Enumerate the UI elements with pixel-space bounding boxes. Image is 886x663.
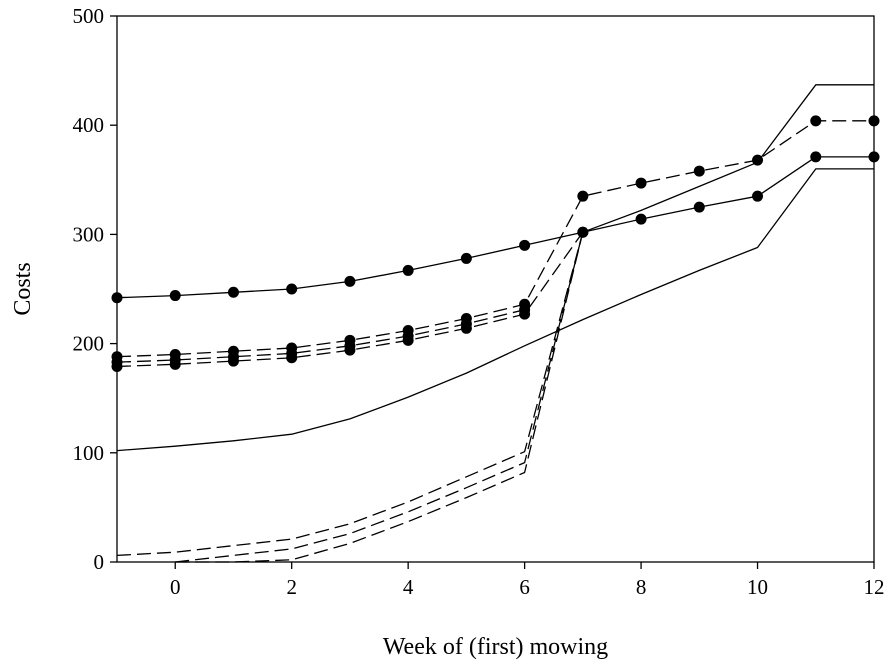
- series-line: [582, 84, 874, 233]
- data-point: [693, 165, 705, 177]
- series-7: [116, 232, 584, 557]
- series-line: [116, 120, 874, 358]
- data-point: [111, 292, 123, 304]
- data-point: [169, 358, 181, 370]
- data-point: [402, 334, 414, 346]
- y-tick-label: 100: [73, 441, 105, 465]
- data-point: [227, 355, 239, 367]
- series-line: [116, 309, 525, 363]
- data-point: [635, 177, 647, 189]
- y-tick-label: 0: [94, 550, 105, 574]
- data-point: [344, 275, 356, 287]
- series-line: [175, 232, 584, 563]
- data-point: [460, 252, 472, 264]
- series-layer: [111, 84, 880, 563]
- data-point: [868, 115, 880, 127]
- plot-area: [116, 15, 875, 563]
- y-axis: 0 100 200 300 400 500: [73, 4, 117, 574]
- series-line: [116, 156, 874, 299]
- x-axis-title: Week of (first) mowing: [383, 634, 608, 660]
- series-5: [116, 168, 874, 452]
- y-tick-label: 400: [73, 113, 105, 137]
- data-point: [810, 115, 822, 127]
- series-1: [111, 151, 880, 304]
- data-point: [577, 190, 589, 202]
- data-point: [111, 361, 123, 373]
- x-axis: 0 2 4 6 8 10 12: [170, 562, 885, 599]
- y-tick-label: 300: [73, 222, 105, 246]
- series-4: [111, 226, 589, 373]
- y-axis-title: Costs: [10, 262, 36, 315]
- data-point: [227, 286, 239, 298]
- data-point: [286, 352, 298, 364]
- data-point: [752, 190, 764, 202]
- data-point: [693, 201, 705, 213]
- data-point: [635, 213, 647, 225]
- plot-frame: [116, 15, 875, 563]
- x-tick-label: 0: [170, 575, 181, 599]
- x-tick-label: 4: [403, 575, 414, 599]
- data-point: [460, 322, 472, 334]
- data-point: [169, 290, 181, 302]
- x-tick-label: 2: [286, 575, 297, 599]
- series-6: [582, 84, 874, 233]
- x-tick-label: 10: [747, 575, 768, 599]
- data-point: [286, 283, 298, 295]
- data-point: [810, 151, 822, 163]
- y-tick-label: 500: [73, 4, 105, 28]
- y-tick-label: 200: [73, 332, 105, 356]
- data-point: [402, 264, 414, 276]
- data-point: [344, 344, 356, 356]
- series-8: [175, 232, 584, 563]
- series-line: [116, 232, 584, 557]
- x-tick-label: 6: [519, 575, 530, 599]
- data-point: [519, 239, 531, 251]
- series-line: [175, 232, 584, 563]
- series-9: [175, 232, 584, 563]
- data-point: [519, 308, 531, 320]
- x-tick-label: 12: [864, 575, 885, 599]
- x-tick-label: 8: [636, 575, 647, 599]
- series-line: [116, 168, 874, 452]
- data-point: [868, 151, 880, 163]
